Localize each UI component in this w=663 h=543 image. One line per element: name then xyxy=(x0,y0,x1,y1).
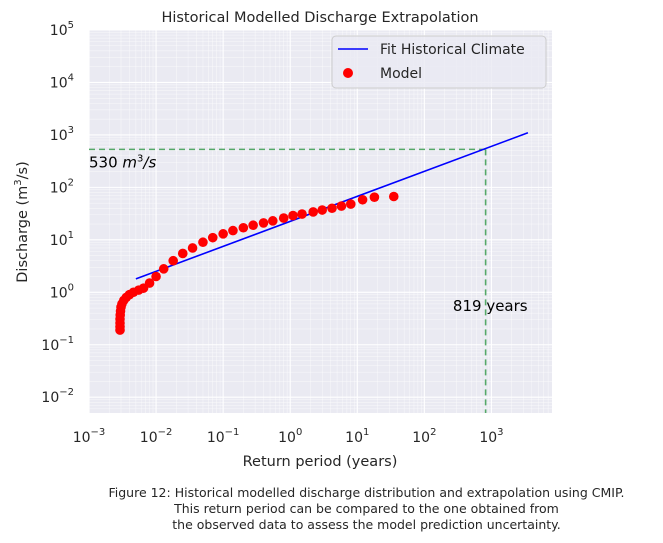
model-points xyxy=(115,191,399,335)
legend-model-label: Model xyxy=(380,66,422,82)
model-point xyxy=(151,271,161,282)
return-period-annotation: 819 years xyxy=(453,297,528,315)
x-tick-label: 10−2 xyxy=(140,427,173,446)
y-axis-ticks: 10−2 10−1 100 101 102 103 104 105 xyxy=(41,20,74,406)
model-point xyxy=(218,229,228,239)
model-point xyxy=(144,278,155,288)
model-point xyxy=(308,207,318,217)
legend-box xyxy=(331,35,547,89)
y-tick-label: 10−1 xyxy=(41,335,74,354)
annotation-labels: 530 m3/s 819 years xyxy=(89,153,528,315)
model-point xyxy=(369,192,380,202)
model-point xyxy=(288,210,298,221)
discharge-annotation: 530 m3/s xyxy=(89,153,156,171)
model-point xyxy=(336,201,347,211)
x-tick-label: 102 xyxy=(412,427,436,446)
model-point xyxy=(297,209,307,219)
x-axis-ticks: 10−3 10−2 10−1 100 101 102 103 xyxy=(73,427,504,446)
legend-fit-label: Fit Historical Climate xyxy=(380,42,525,58)
model-point xyxy=(278,213,289,223)
caption-line-2: This return period can be compared to th… xyxy=(174,501,559,516)
model-point xyxy=(207,232,218,243)
x-axis-label: Return period (years) xyxy=(243,454,398,470)
model-point xyxy=(187,243,198,253)
model-point xyxy=(268,216,278,226)
model-point xyxy=(258,218,269,228)
model-point xyxy=(198,237,208,248)
y-tick-label: 10−2 xyxy=(41,387,74,406)
caption-line-1: Figure 12: Historical modelled discharge… xyxy=(108,485,625,500)
model-point xyxy=(327,203,337,214)
model-point xyxy=(238,222,249,233)
y-tick-label: 103 xyxy=(50,125,74,144)
x-tick-label: 101 xyxy=(345,427,369,446)
x-tick-label: 10−3 xyxy=(73,427,106,446)
chart-title: Historical Modelled Discharge Extrapolat… xyxy=(161,10,478,26)
y-tick-label: 100 xyxy=(50,282,74,301)
model-point xyxy=(317,205,328,215)
y-tick-label: 105 xyxy=(50,20,74,39)
model-point xyxy=(228,225,238,236)
figure-caption: Figure 12: Historical modelled discharge… xyxy=(0,485,663,533)
y-tick-label: 101 xyxy=(50,230,74,249)
model-point xyxy=(345,199,356,209)
y-axis-label: Discharge (m3/s) xyxy=(13,161,31,283)
reference-lines xyxy=(89,148,487,413)
model-point xyxy=(248,220,258,231)
x-tick-label: 103 xyxy=(479,427,503,446)
y-tick-label: 102 xyxy=(50,177,74,196)
legend: Fit Historical Climate Model xyxy=(331,35,547,89)
major-grid xyxy=(88,29,552,413)
model-point xyxy=(158,264,169,274)
model-point xyxy=(357,194,368,205)
model-point xyxy=(177,248,188,259)
caption-line-3: the observed data to assess the model pr… xyxy=(172,517,561,532)
minor-grid xyxy=(89,30,552,413)
legend-marker-swatch xyxy=(343,68,353,78)
model-point xyxy=(168,255,178,266)
x-tick-label: 10−1 xyxy=(207,427,240,446)
plot-area xyxy=(89,30,552,413)
y-tick-label: 104 xyxy=(50,72,74,91)
x-tick-label: 100 xyxy=(278,427,302,446)
model-point xyxy=(388,191,399,202)
